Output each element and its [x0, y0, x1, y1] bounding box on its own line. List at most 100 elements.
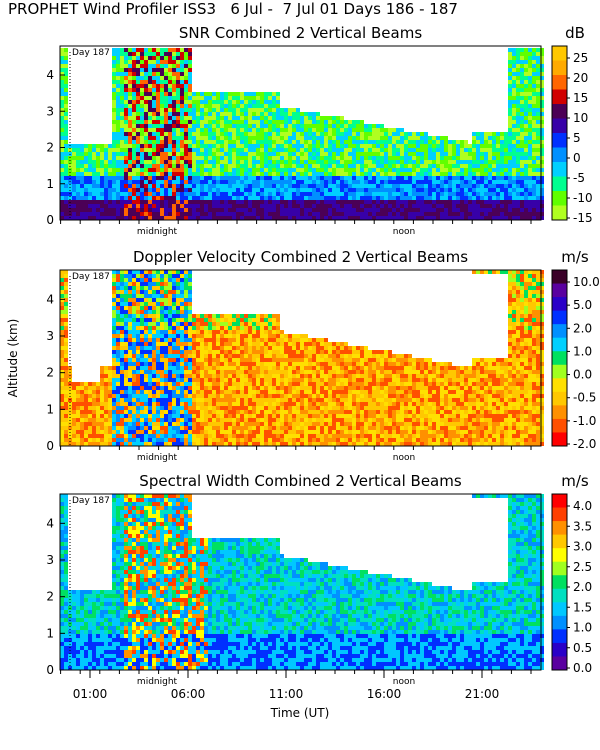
heatmap-cell: [372, 156, 376, 160]
heatmap-cell: [304, 144, 308, 148]
colorbar-segment: [552, 104, 567, 119]
heatmap-cell: [128, 132, 132, 136]
heatmap-cell: [208, 374, 212, 378]
heatmap-cell: [200, 358, 204, 362]
heatmap-cell: [164, 72, 168, 76]
heatmap-cell: [452, 144, 456, 148]
heatmap-cell: [80, 196, 84, 200]
heatmap-cell: [64, 60, 68, 64]
heatmap-cell: [212, 184, 216, 188]
heatmap-cell: [100, 406, 104, 410]
heatmap-cell: [64, 326, 68, 330]
heatmap-cell: [148, 136, 152, 140]
heatmap-cell: [132, 418, 136, 422]
heatmap-cell: [280, 212, 284, 216]
heatmap-cell: [116, 306, 120, 310]
heatmap-cell: [368, 180, 372, 184]
heatmap-cell: [428, 196, 432, 200]
heatmap-cell: [404, 176, 408, 180]
heatmap-cell: [200, 342, 204, 346]
heatmap-cell: [184, 148, 188, 152]
heatmap-cell: [132, 318, 136, 322]
heatmap-cell: [308, 212, 312, 216]
heatmap-cell: [188, 104, 192, 108]
heatmap-cell: [76, 434, 80, 438]
heatmap-cell: [148, 128, 152, 132]
heatmap-cell: [180, 346, 184, 350]
heatmap-cell: [180, 124, 184, 128]
heatmap-cell: [304, 200, 308, 204]
heatmap-cell: [164, 116, 168, 120]
heatmap-cell: [152, 386, 156, 390]
heatmap-cell: [152, 270, 156, 274]
heatmap-cell: [212, 176, 216, 180]
heatmap-cell: [352, 204, 356, 208]
heatmap-cell: [144, 160, 148, 164]
heatmap-cell: [516, 56, 520, 60]
heatmap-cell: [156, 406, 160, 410]
heatmap-cell: [404, 136, 408, 140]
heatmap-cell: [260, 140, 264, 144]
heatmap-cell: [368, 192, 372, 196]
heatmap-cell: [208, 350, 212, 354]
heatmap-cell: [292, 208, 296, 212]
heatmap-cell: [536, 76, 540, 80]
heatmap-cell: [248, 172, 252, 176]
heatmap-cell: [408, 160, 412, 164]
heatmap-cell: [244, 168, 248, 172]
heatmap-cell: [124, 398, 128, 402]
heatmap-cell: [280, 164, 284, 168]
heatmap-cell: [412, 148, 416, 152]
heatmap-cell: [140, 160, 144, 164]
heatmap-cell: [120, 406, 124, 410]
heatmap-cell: [136, 140, 140, 144]
heatmap-cell: [124, 76, 128, 80]
heatmap-cell: [352, 132, 356, 136]
heatmap-cell: [368, 148, 372, 152]
heatmap-cell: [516, 84, 520, 88]
heatmap-cell: [472, 152, 476, 156]
heatmap-cell: [148, 84, 152, 88]
heatmap-cell: [84, 164, 88, 168]
heatmap-cell: [516, 132, 520, 136]
heatmap-cell: [280, 184, 284, 188]
heatmap-cell: [128, 338, 132, 342]
heatmap-cell: [400, 136, 404, 140]
heatmap-cell: [168, 52, 172, 56]
heatmap-cell: [168, 358, 172, 362]
heatmap-cell: [528, 56, 532, 60]
heatmap-cell: [164, 434, 168, 438]
heatmap-cell: [208, 342, 212, 346]
heatmap-cell: [428, 188, 432, 192]
heatmap-cell: [300, 124, 304, 128]
heatmap-cell: [460, 184, 464, 188]
heatmap-cell: [272, 172, 276, 176]
heatmap-cell: [436, 168, 440, 172]
heatmap-cell: [196, 188, 200, 192]
heatmap-cell: [180, 108, 184, 112]
heatmap-cell: [536, 188, 540, 192]
heatmap-cell: [156, 156, 160, 160]
heatmap-cell: [352, 144, 356, 148]
heatmap-cell: [144, 426, 148, 430]
heatmap-cell: [252, 144, 256, 148]
heatmap-cell: [76, 204, 80, 208]
heatmap-cell: [164, 278, 168, 282]
heatmap-cell: [448, 208, 452, 212]
heatmap-cell: [108, 196, 112, 200]
heatmap-cell: [520, 164, 524, 168]
heatmap-cell: [396, 168, 400, 172]
heatmap-cell: [184, 128, 188, 132]
heatmap-cell: [520, 176, 524, 180]
heatmap-cell: [328, 160, 332, 164]
heatmap-cell: [400, 172, 404, 176]
heatmap-cell: [108, 208, 112, 212]
heatmap-cell: [120, 422, 124, 426]
heatmap-cell: [492, 192, 496, 196]
heatmap-cell: [288, 120, 292, 124]
heatmap-cell: [228, 192, 232, 196]
heatmap-cell: [160, 84, 164, 88]
heatmap-cell: [184, 76, 188, 80]
heatmap-cell: [152, 60, 156, 64]
heatmap-cell: [192, 172, 196, 176]
